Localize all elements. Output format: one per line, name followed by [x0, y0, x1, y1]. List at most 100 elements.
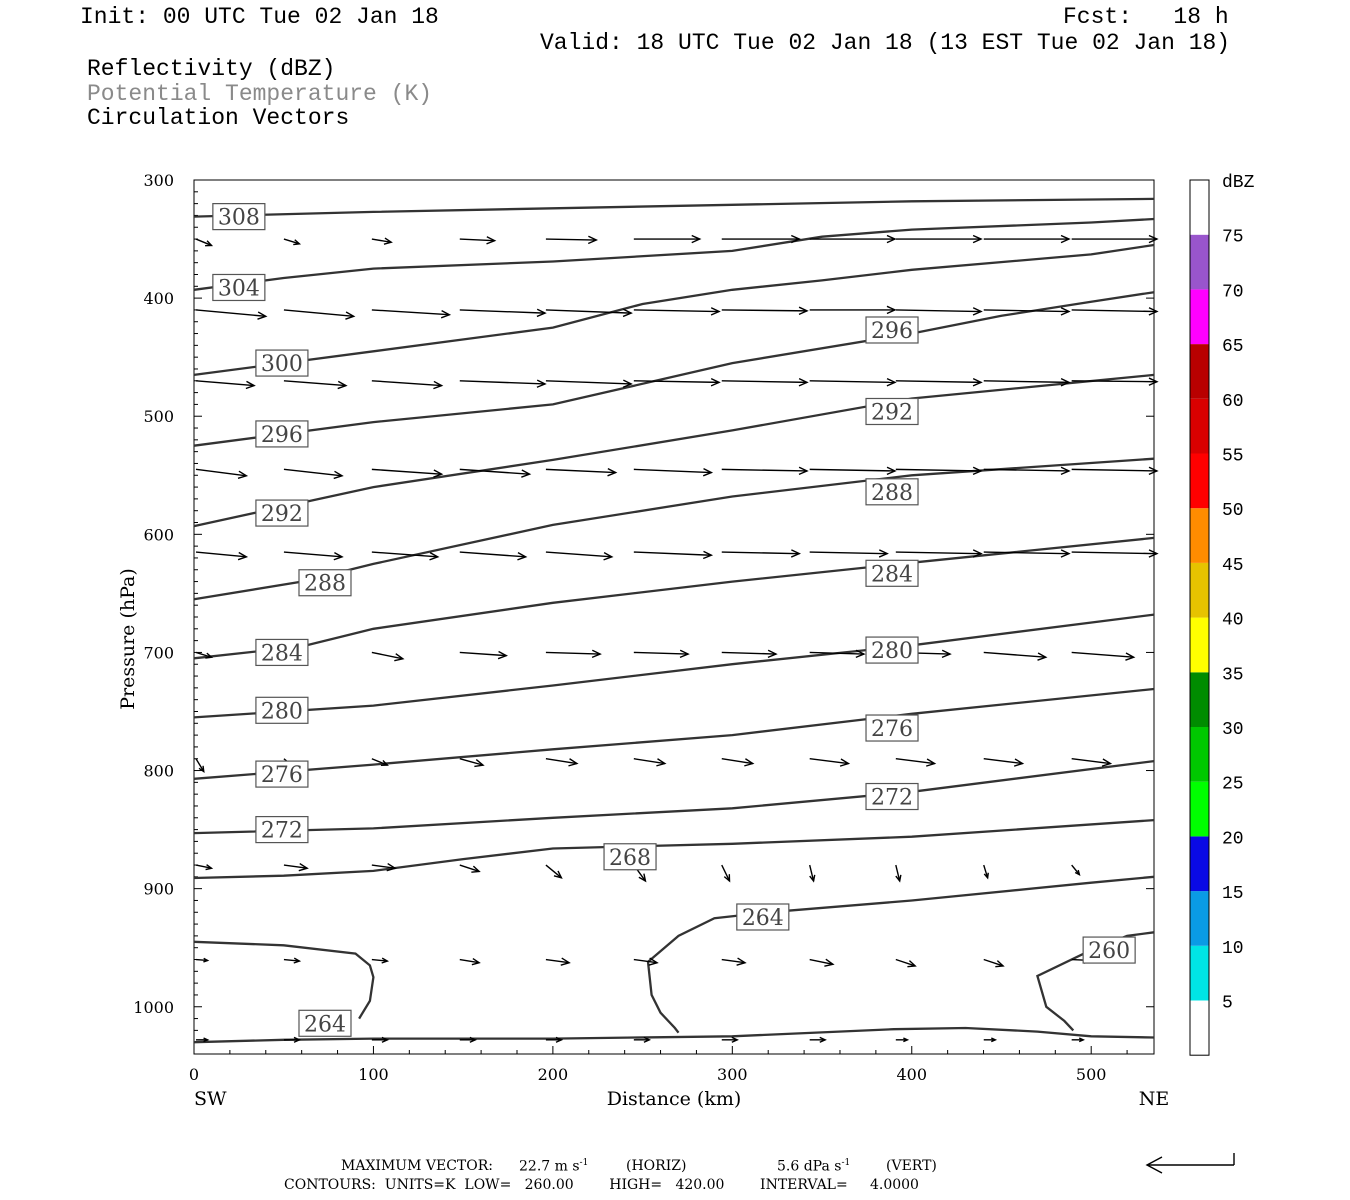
vector-arrowhead: [791, 234, 801, 244]
contour-label: 288: [304, 572, 346, 597]
vector-arrowhead: [790, 549, 801, 558]
contour-label: 300: [261, 352, 303, 377]
contour-label-box: [865, 636, 919, 664]
colorbar-tick-label: 55: [1222, 447, 1244, 467]
contour-label-box: [865, 559, 919, 587]
vector-arrowhead: [237, 470, 249, 479]
contour-info: CONTOURS: UNITS=K LOW= 260.00 HIGH= 420.…: [284, 1177, 919, 1193]
circulation-vector: [195, 380, 255, 387]
circulation-vector: [895, 309, 982, 313]
vector-arrowhead: [1078, 1037, 1085, 1043]
contour-label: 284: [261, 641, 303, 666]
contour-label-box: [736, 903, 790, 931]
max-vector-label: MAXIMUM VECTOR:: [341, 1158, 493, 1174]
x-tick-label: 400: [896, 1065, 927, 1084]
x-tick-label: 200: [538, 1065, 569, 1084]
colorbar-swatch: [1190, 891, 1209, 946]
vector-arrowhead: [1148, 549, 1159, 558]
vector-arrowhead: [679, 649, 690, 659]
vector-arrowhead: [1148, 307, 1159, 316]
colorbar-tick-label: 70: [1222, 282, 1244, 302]
contour-label-box: [255, 638, 309, 667]
y-tick-label: 900: [143, 880, 174, 899]
contour-label: 288: [871, 481, 913, 506]
contour-label-box: [865, 397, 919, 426]
theta-contour: [193, 940, 375, 1020]
vector-arrowhead: [925, 758, 937, 767]
contour-label-box: [865, 316, 919, 344]
vector-arrowhead: [972, 549, 983, 558]
circulation-vector: [1071, 651, 1134, 658]
circulation-vector: [371, 958, 388, 962]
theta-contour: [193, 818, 1155, 880]
circulation-vector: [721, 758, 753, 765]
circulation-vector: [545, 864, 562, 879]
y-tick-label: 800: [143, 762, 174, 781]
circulation-vector: [459, 758, 484, 766]
y-tick-label: 500: [143, 407, 174, 426]
vector-arrowhead: [433, 380, 444, 390]
reference-vector-arrowhead: [1145, 1156, 1163, 1174]
vector-arrowhead: [886, 234, 897, 244]
circulation-vector: [195, 551, 247, 558]
max-vector-horiz: 22.7 m s-1: [519, 1158, 589, 1175]
field-reflectivity: Reflectivity (dBZ): [87, 56, 336, 82]
circulation-vector: [371, 380, 442, 387]
vector-arrowhead: [536, 379, 547, 388]
vector-arrowhead: [886, 378, 897, 387]
theta-contour: [646, 961, 680, 1034]
theta-contour: [193, 197, 1155, 218]
x-axis-label: Distance (km): [607, 1088, 742, 1110]
circulation-vector: [545, 758, 578, 765]
contour-label-box: [1082, 936, 1136, 964]
max-vector-vert: 5.6 dPa s-1: [777, 1158, 851, 1175]
theta-contour: [193, 759, 1155, 835]
colorbar-frame: [1189, 179, 1210, 1056]
y-axis-label: Pressure (hPa): [117, 568, 139, 710]
colorbar-swatch: [1190, 836, 1209, 892]
contour-label: 276: [261, 763, 303, 788]
y-tick-label: 400: [143, 289, 174, 308]
contour-label-box: [255, 499, 309, 527]
contour-label-box: [603, 843, 657, 871]
vector-arrowhead: [702, 550, 714, 560]
colorbar-swatch: [1190, 617, 1209, 673]
contour-label: 268: [609, 846, 651, 871]
circulation-vector: [545, 238, 597, 241]
contour-label: 304: [218, 276, 260, 301]
circulation-vector: [459, 864, 480, 873]
circulation-vector: [721, 309, 808, 312]
circulation-vector: [371, 758, 388, 766]
circulation-vector: [809, 380, 895, 384]
circulation-vector: [983, 758, 1023, 765]
circulation-vector: [1071, 309, 1157, 313]
colorbar-swatch: [1190, 234, 1209, 290]
circulation-vector: [195, 958, 208, 962]
contour-label-box: [212, 203, 266, 231]
circulation-vector: [983, 958, 1004, 967]
circulation-vector: [371, 309, 450, 316]
contour-label: 272: [871, 786, 913, 811]
circulation-vector: [809, 864, 815, 882]
circulation-vector: [895, 468, 982, 472]
circulation-vector: [545, 309, 632, 314]
x-tick-label: 100: [358, 1065, 389, 1084]
vector-arrowhead: [381, 1036, 390, 1043]
circulation-vector: [459, 958, 480, 964]
y-tick-label: 300: [143, 171, 174, 190]
vector-arrowhead: [205, 240, 214, 247]
vector-arrowhead: [386, 862, 397, 872]
x-end-label-ne: NE: [1139, 1088, 1170, 1110]
vector-arrowhead: [648, 957, 659, 966]
contour-label: 260: [1088, 939, 1130, 964]
colorbar-swatch: [1190, 180, 1209, 235]
circulation-vector: [1071, 864, 1080, 876]
vector-arrowhead: [798, 378, 809, 387]
vector-arrowhead: [855, 649, 866, 659]
circulation-vector: [459, 238, 495, 242]
vector-arrowhead: [607, 467, 618, 477]
circulation-vector: [283, 238, 300, 245]
colorbar-swatch: [1190, 453, 1209, 509]
x-end-label-sw: SW: [194, 1088, 227, 1110]
colorbar-tick-label: 10: [1222, 939, 1244, 959]
